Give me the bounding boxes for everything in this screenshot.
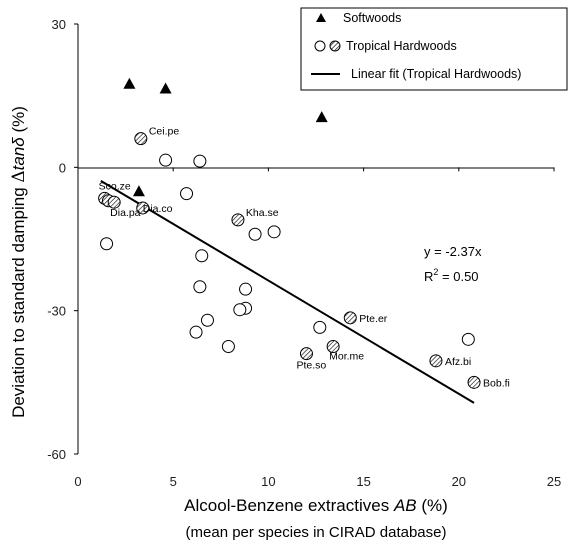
tropical-open-point [159, 153, 173, 167]
tropical-open-point [248, 227, 262, 241]
x-tick-label: 0 [74, 474, 81, 489]
tropical-hatched-point [134, 132, 148, 146]
tropical-open-point [189, 325, 203, 339]
point-label: Kha.se [246, 207, 279, 219]
x-tick-label: 5 [170, 474, 177, 489]
legend-softwoods-marker [316, 13, 326, 22]
legend-softwoods-label: Softwoods [343, 11, 401, 25]
softwood-point [315, 111, 328, 123]
x-tick-label: 25 [547, 474, 561, 489]
point-label: Afz.bi [445, 356, 471, 368]
tropical-open-point [200, 313, 214, 327]
tropical-open-point [461, 332, 475, 346]
softwood-point [159, 82, 172, 94]
tropical-hatched-point [429, 354, 443, 368]
point-label: Sco.ze [99, 180, 131, 192]
point-label: Mor.me [329, 351, 364, 363]
point-label: Dia.co [143, 203, 173, 215]
point-label: Cei.pe [149, 126, 180, 138]
tropical-hatched-point [467, 375, 481, 389]
y-tick-label: 30 [52, 17, 66, 32]
tropical-hatched-point [107, 195, 121, 209]
tropical-open-point [180, 187, 194, 201]
tropical-open-point [195, 249, 209, 263]
legend-fit-label: Linear fit (Tropical Hardwoods) [351, 67, 521, 81]
fit-layer [100, 180, 475, 404]
tropical-open-point [100, 237, 114, 251]
point-labels-group: Cei.pe Sco.ze Dia.pa Dia.co Kha.se Pte.er Mor.… [99, 126, 510, 390]
point-label: Bob.fi [483, 377, 510, 389]
tropical-hatched-point [343, 311, 357, 325]
tropical-open-point [313, 320, 327, 334]
tropical-hatched-point [299, 347, 313, 361]
legend-tropical-open-marker [314, 40, 326, 52]
softwood-point [123, 77, 136, 89]
tropical-hatched-point [326, 340, 340, 353]
point-label: Dia.pa [110, 207, 141, 219]
y-axis-title: Deviation to standard damping Δtanδ (%) [9, 106, 29, 418]
tropical-open-point [221, 340, 235, 353]
x-tick-label: 20 [452, 474, 466, 489]
y-tick-label: -30 [47, 304, 66, 319]
x-axis-title: Alcool-Benzene extractives AB (%) [184, 496, 448, 515]
point-label: Pte.so [296, 360, 326, 372]
fit-line [100, 180, 475, 404]
tropical-hatched-point [136, 201, 150, 215]
marks-group [98, 77, 481, 389]
y-tick-label: -60 [47, 447, 66, 462]
tropical-open-point [193, 280, 207, 294]
regression-annotation: y = -2.37x R2 = 0.50 [424, 244, 482, 284]
r-squared-text: R2 = 0.50 [424, 267, 479, 284]
ticks-group: 0 5 10 15 20 25 30 0 -30 -60 [47, 17, 561, 489]
x-tick-label: 15 [356, 474, 370, 489]
x-tick-label: 10 [261, 474, 275, 489]
equation-text: y = -2.37x [424, 244, 482, 259]
x-axis-subtitle: (mean per species in CIRAD database) [186, 524, 447, 541]
legend-box [300, 7, 568, 91]
legend: Softwoods Tropical Hardwoods Linear fit … [300, 7, 568, 91]
point-label: Pte.er [359, 313, 388, 325]
y-tick-label: 0 [59, 160, 66, 175]
tropical-open-point [193, 154, 207, 168]
tropical-open-point [239, 282, 253, 296]
legend-tropical-label: Tropical Hardwoods [346, 39, 457, 53]
tropical-open-point [233, 303, 247, 317]
legend-tropical-hatched-marker [329, 40, 341, 52]
axes-group [77, 24, 554, 454]
tropical-hatched-point [231, 213, 245, 227]
tropical-open-point [267, 225, 281, 239]
softwood-point [132, 185, 145, 197]
